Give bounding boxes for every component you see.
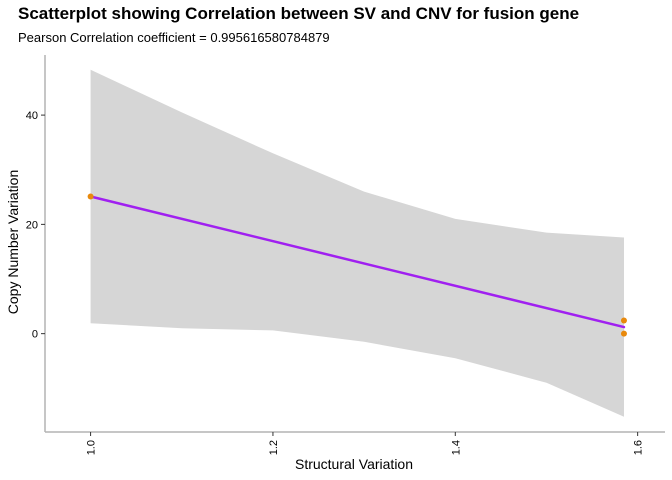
axes: 0 20 40 1.0 1.2 1.4 1.6: [26, 55, 665, 455]
x-tick-label: 1.0: [86, 440, 98, 455]
y-tick-label: 40: [26, 110, 38, 122]
y-axis-title: Copy Number Variation: [5, 170, 21, 314]
regression-line: [89, 195, 626, 329]
x-tick-label: 1.2: [268, 440, 280, 455]
x-tick-label: 1.6: [633, 440, 645, 455]
data-point: [620, 317, 627, 324]
points-layer: [87, 193, 627, 337]
confidence-band: [90, 69, 625, 417]
y-tick-label: 0: [32, 329, 38, 341]
chart-title: Scatterplot showing Correlation between …: [18, 4, 580, 23]
confidence-band-layer: [90, 69, 625, 417]
chart-subtitle: Pearson Correlation coefficient = 0.9956…: [18, 30, 330, 45]
regression-line-layer: [89, 195, 626, 329]
x-tick-label: 1.4: [450, 440, 462, 455]
data-point: [87, 193, 94, 200]
x-axis-title: Structural Variation: [295, 456, 413, 472]
y-tick-label: 20: [26, 219, 38, 231]
data-point: [620, 330, 627, 337]
